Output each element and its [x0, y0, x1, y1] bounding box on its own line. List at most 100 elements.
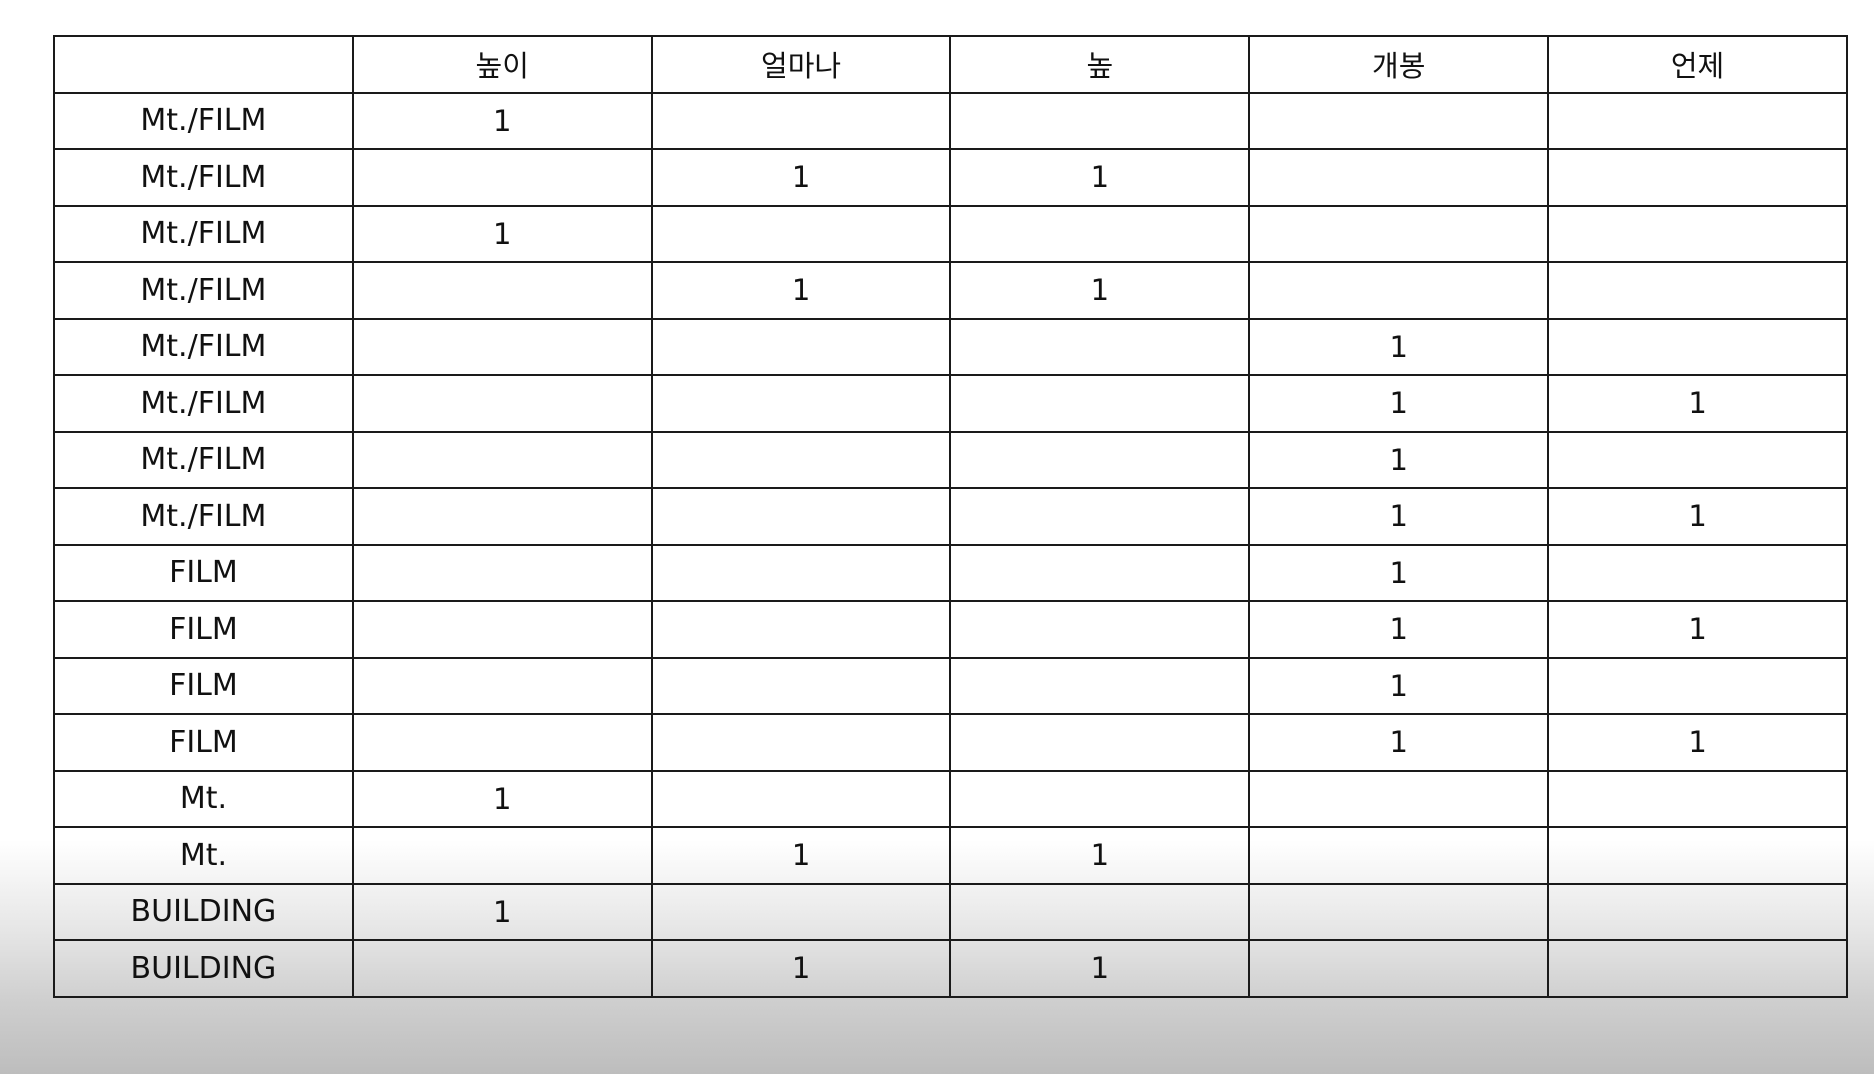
table-cell — [1547, 261, 1848, 320]
table-cell — [351, 656, 653, 715]
table-cell — [650, 769, 952, 828]
row-label-cell: FILM — [53, 713, 354, 772]
table-cell — [1248, 769, 1550, 828]
table-cell — [1547, 826, 1848, 885]
feature-table: 높이 얼마나 높 개봉 언제 Mt./FILM 1 Mt./FILM 1 1 Mt./FILM 1 M… — [53, 35, 1848, 998]
table-cell — [650, 882, 952, 941]
column-header: 높 — [949, 35, 1251, 94]
table-cell — [949, 713, 1251, 772]
table-cell — [1547, 148, 1848, 207]
table-cell — [949, 543, 1251, 602]
table-cell — [1547, 882, 1848, 941]
table-cell — [1248, 91, 1550, 150]
table-cell — [1547, 91, 1848, 150]
table-cell — [1248, 204, 1550, 263]
table-cell — [1547, 939, 1848, 998]
table-cell — [1547, 656, 1848, 715]
table-row: Mt./FILM 1 — [53, 317, 1848, 376]
table-row: Mt. 1 — [53, 769, 1848, 828]
table-cell — [351, 317, 653, 376]
table-cell: 1 — [1248, 713, 1550, 772]
table-cell — [351, 261, 653, 320]
header-row: 높이 얼마나 높 개봉 언제 — [53, 35, 1848, 94]
table-cell: 1 — [351, 204, 653, 263]
table-cell: 1 — [1547, 487, 1848, 546]
table-row: Mt./FILM 1 — [53, 91, 1848, 150]
table-cell — [1547, 769, 1848, 828]
table-cell — [351, 430, 653, 489]
table-row: BUILDING 1 — [53, 882, 1848, 941]
table-cell — [949, 317, 1251, 376]
table-cell — [949, 769, 1251, 828]
table-cell — [949, 91, 1251, 150]
table-cell: 1 — [650, 148, 952, 207]
row-label-cell: Mt./FILM — [53, 91, 354, 150]
table-body: Mt./FILM 1 Mt./FILM 1 1 Mt./FILM 1 Mt./FILM 1 1 Mt… — [53, 91, 1848, 998]
row-label-cell: Mt. — [53, 769, 354, 828]
column-header: 개봉 — [1248, 35, 1550, 94]
table-cell — [949, 430, 1251, 489]
table-cell: 1 — [1547, 600, 1848, 659]
table-cell — [949, 656, 1251, 715]
table-cell: 1 — [1248, 656, 1550, 715]
table-row: Mt. 1 1 — [53, 826, 1848, 885]
column-header: 언제 — [1547, 35, 1848, 94]
table-cell — [351, 826, 653, 885]
table-cell — [650, 543, 952, 602]
table-cell: 1 — [650, 826, 952, 885]
table-cell — [650, 374, 952, 433]
table-cell: 1 — [1248, 374, 1550, 433]
table-cell: 1 — [1248, 600, 1550, 659]
table-cell: 1 — [650, 261, 952, 320]
row-label-cell: BUILDING — [53, 882, 354, 941]
table-cell — [650, 204, 952, 263]
table-cell: 1 — [1248, 543, 1550, 602]
table-row: BUILDING 1 1 — [53, 939, 1848, 998]
table-cell: 1 — [351, 882, 653, 941]
table-cell — [650, 317, 952, 376]
table-row: FILM 1 1 — [53, 600, 1848, 659]
table-row: Mt./FILM 1 1 — [53, 261, 1848, 320]
header-corner-cell — [53, 35, 354, 94]
table-cell: 1 — [650, 939, 952, 998]
row-label-cell: Mt. — [53, 826, 354, 885]
row-label-cell: Mt./FILM — [53, 204, 354, 263]
table-cell — [650, 487, 952, 546]
table-cell: 1 — [1547, 713, 1848, 772]
table-cell — [351, 939, 653, 998]
table-cell — [650, 91, 952, 150]
row-label-cell: FILM — [53, 543, 354, 602]
table-cell — [1248, 148, 1550, 207]
column-header: 얼마나 — [650, 35, 952, 94]
table-row: FILM 1 1 — [53, 713, 1848, 772]
table-cell — [351, 148, 653, 207]
table-cell — [650, 713, 952, 772]
table-cell — [351, 374, 653, 433]
table-cell — [351, 487, 653, 546]
column-header: 높이 — [351, 35, 653, 94]
table-row: Mt./FILM 1 — [53, 204, 1848, 263]
table-cell — [949, 204, 1251, 263]
row-label-cell: Mt./FILM — [53, 261, 354, 320]
row-label-cell: Mt./FILM — [53, 317, 354, 376]
table-cell — [1547, 317, 1848, 376]
table-cell: 1 — [351, 769, 653, 828]
table-cell — [1547, 430, 1848, 489]
table-row: Mt./FILM 1 1 — [53, 374, 1848, 433]
table-cell: 1 — [1248, 487, 1550, 546]
table-cell: 1 — [1248, 317, 1550, 376]
table-cell — [650, 600, 952, 659]
row-label-cell: FILM — [53, 656, 354, 715]
table-row: FILM 1 — [53, 656, 1848, 715]
table-cell — [650, 430, 952, 489]
row-label-cell: Mt./FILM — [53, 487, 354, 546]
table-cell — [650, 656, 952, 715]
table-cell — [949, 487, 1251, 546]
table-cell — [949, 600, 1251, 659]
table-cell: 1 — [949, 148, 1251, 207]
table-cell — [1248, 939, 1550, 998]
table-cell — [351, 713, 653, 772]
table-cell: 1 — [949, 261, 1251, 320]
row-label-cell: Mt./FILM — [53, 374, 354, 433]
table-cell — [351, 543, 653, 602]
